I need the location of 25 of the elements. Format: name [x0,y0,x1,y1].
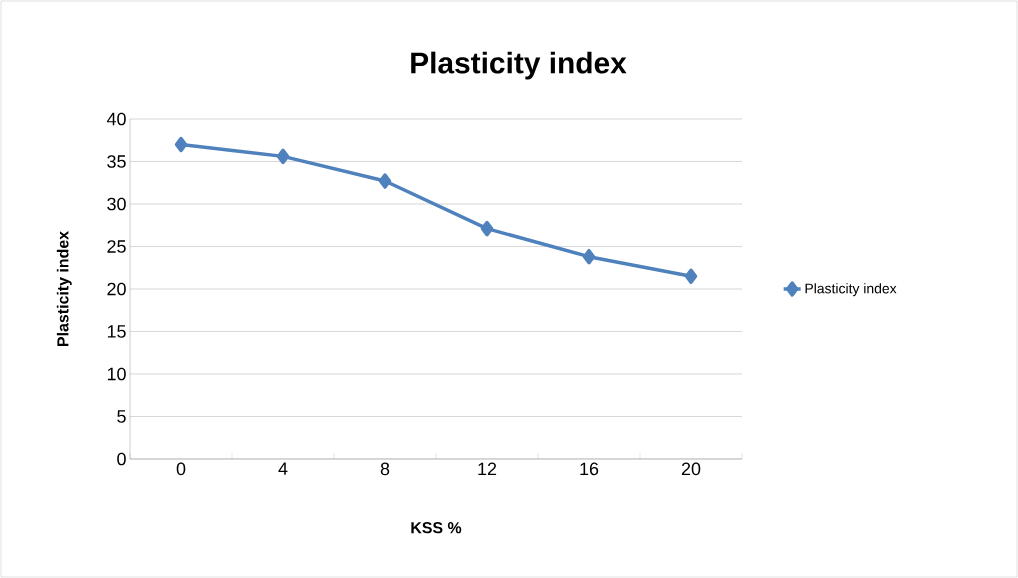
point [378,173,392,189]
x-tick-label: 20 [681,462,701,476]
x-tick-label: 4 [278,462,288,475]
point [480,220,494,237]
y-axis-title: Plasticity index [56,231,72,346]
x-axis-title: KSS % [411,522,462,534]
point [174,136,188,153]
y-tick-label: 35 [107,155,126,168]
y-tick-label: 15 [107,325,126,338]
y-tick-label: 10 [107,367,126,381]
x-tick-label: 0 [176,462,186,476]
y-tick-label: 5 [117,410,126,423]
y-tick-label: 25 [107,240,126,253]
x-tick-label: 16 [580,462,599,476]
point [276,148,290,165]
y-tick-label: 30 [107,197,126,211]
point [582,248,596,265]
y-tick-label: 0 [117,452,126,466]
legend-label: Plasticity index [805,283,897,297]
x-tick-label: 8 [380,462,390,476]
y-tick-label: 40 [106,112,126,126]
y-tick-label: 20 [107,282,126,296]
point [684,268,698,284]
chart-title: Plasticity index [411,51,627,80]
x-tick-label: 12 [478,462,497,476]
